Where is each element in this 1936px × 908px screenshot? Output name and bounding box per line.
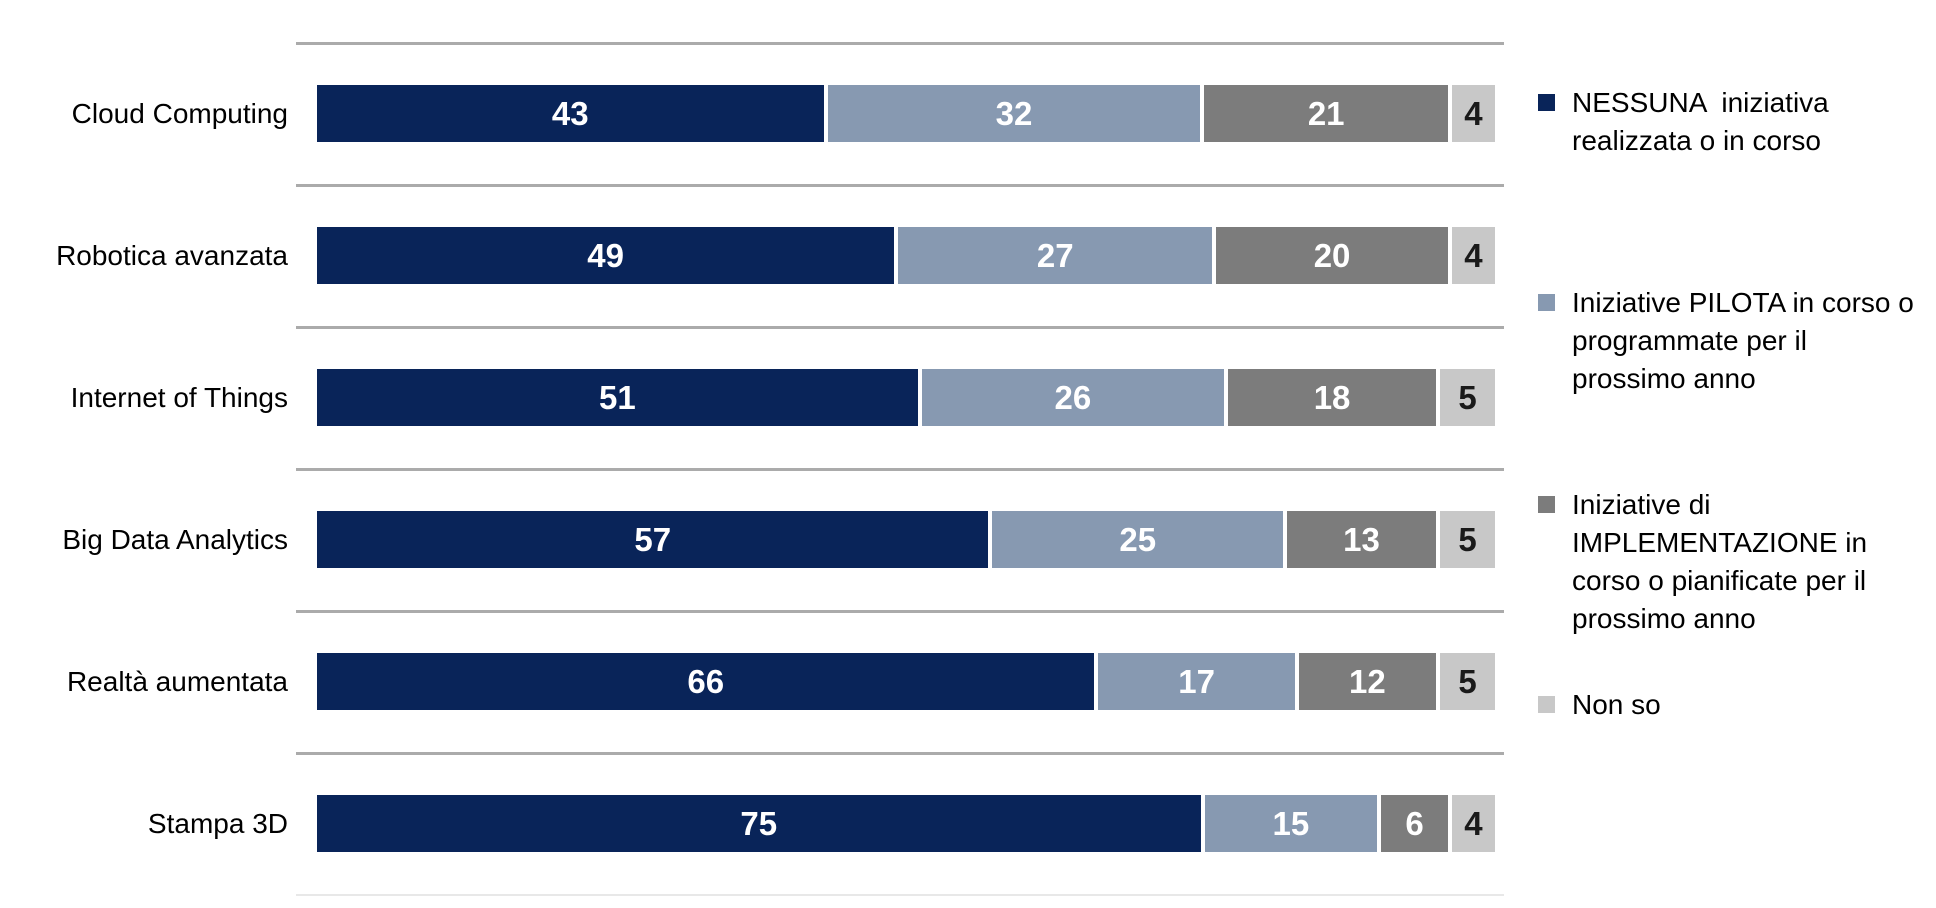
bar-segment: 26 [917, 369, 1225, 426]
bar-segment: 4 [1447, 227, 1495, 284]
stacked-bar: 66 17 12 5 [317, 653, 1495, 710]
bar-segment: 6 [1377, 795, 1448, 852]
gridline [296, 326, 1504, 329]
legend-label-line: corso o pianificate per il [1572, 565, 1867, 596]
segment-value-label: 57 [634, 521, 672, 558]
legend-label-line: NESSUNA iniziativa [1572, 87, 1829, 118]
chart-row: Big Data Analytics 57 25 13 5 [0, 511, 1936, 568]
legend-label-line: Iniziative PILOTA in corso o [1572, 287, 1914, 318]
category-label: Realtà aumentata [66, 666, 288, 697]
bar-segment: 5 [1436, 653, 1495, 710]
bar-segment: 5 [1436, 369, 1495, 426]
segment-value-label: 12 [1349, 663, 1386, 700]
bar-segment: 27 [894, 227, 1213, 284]
gridline [296, 184, 1504, 187]
bar-segment: 51 [317, 369, 918, 426]
segment-value-label: 6 [1405, 805, 1424, 842]
bar-segment: 4 [1447, 85, 1495, 142]
chart-row: Robotica avanzata 49 27 20 4 [0, 227, 1936, 284]
category-label: Cloud Computing [71, 98, 288, 129]
legend-label-line: Non so [1572, 689, 1661, 720]
legend-label-line: prossimo anno [1572, 603, 1756, 634]
bar-segment: 12 [1294, 653, 1437, 710]
legend-marker-icon [1538, 294, 1555, 311]
segment-value-label: 66 [687, 663, 725, 700]
bar-segment: 13 [1282, 511, 1437, 568]
bar-segment: 25 [988, 511, 1283, 568]
gridline [296, 42, 1504, 45]
bar-segment: 32 [823, 85, 1201, 142]
segment-value-label: 13 [1343, 521, 1380, 558]
segment-value-label: 18 [1313, 379, 1351, 416]
legend-label: Non so [1572, 686, 1936, 724]
legend-label-line: Iniziative di [1572, 489, 1711, 520]
bar-segment: 5 [1436, 511, 1495, 568]
legend-label-line: realizzata o in corso [1572, 125, 1822, 156]
bar-segment: 43 [317, 85, 824, 142]
segment-value-label: 4 [1464, 237, 1483, 274]
chart-row: Realtà aumentata 66 17 12 5 [0, 653, 1936, 710]
segment-value-label: 5 [1458, 663, 1477, 700]
legend-label: Iniziative PILOTA in corso o programmate … [1572, 284, 1936, 398]
chart-row: Cloud Computing 43 32 21 4 [0, 85, 1936, 142]
category-label: Internet of Things [70, 382, 288, 413]
bar-segment: 49 [317, 227, 895, 284]
bar-segment: 17 [1094, 653, 1295, 710]
bar-segment: 75 [317, 795, 1201, 852]
category-label: Stampa 3D [147, 808, 288, 839]
bar-segment: 18 [1224, 369, 1437, 426]
stacked-bar: 57 25 13 5 [317, 511, 1495, 568]
segment-value-label: 4 [1464, 805, 1483, 842]
stacked-bar: 51 26 18 5 [317, 369, 1495, 426]
legend-label-line: prossimo anno [1572, 363, 1756, 394]
legend-marker-icon [1538, 94, 1555, 111]
segment-value-label: 27 [1036, 237, 1074, 274]
segment-value-label: 26 [1054, 379, 1092, 416]
gridline [296, 752, 1504, 755]
legend-label-line: IMPLEMENTAZIONE in [1572, 527, 1868, 558]
segment-value-label: 5 [1458, 521, 1477, 558]
gridline [296, 468, 1504, 471]
segment-value-label: 43 [551, 95, 589, 132]
legend-label: Iniziative di IMPLEMENTAZIONE in corso o p… [1572, 486, 1936, 638]
bar-segment: 15 [1200, 795, 1378, 852]
segment-value-label: 49 [587, 237, 624, 274]
gridline [296, 610, 1504, 613]
gridline [296, 894, 1504, 896]
segment-value-label: 21 [1307, 95, 1345, 132]
stacked-bar: 49 27 20 4 [317, 227, 1495, 284]
category-label: Robotica avanzata [56, 240, 288, 271]
chart-row: Internet of Things 51 26 18 5 [0, 369, 1936, 426]
segment-value-label: 4 [1464, 95, 1483, 132]
segment-value-label: 51 [599, 379, 636, 416]
chart-legend: NESSUNA iniziativa realizzata o in corso I… [1538, 0, 1936, 908]
stacked-bar: 75 15 6 4 [317, 795, 1495, 852]
stacked-bar: 43 32 21 4 [317, 85, 1495, 142]
legend-label-line: programmate per il [1572, 325, 1807, 356]
chart-row: Stampa 3D 75 15 6 4 [0, 795, 1936, 852]
segment-value-label: 25 [1119, 521, 1157, 558]
bar-segment: 21 [1200, 85, 1448, 142]
legend-label: NESSUNA iniziativa realizzata o in corso [1572, 84, 1936, 160]
bar-segment: 57 [317, 511, 989, 568]
segment-value-label: 5 [1458, 379, 1477, 416]
legend-marker-icon [1538, 496, 1555, 513]
segment-value-label: 20 [1313, 237, 1351, 274]
legend-marker-icon [1538, 696, 1555, 713]
segment-value-label: 17 [1178, 663, 1215, 700]
bar-segment: 4 [1447, 795, 1495, 852]
category-label: Big Data Analytics [62, 524, 288, 555]
segment-value-label: 75 [740, 805, 778, 842]
segment-value-label: 32 [995, 95, 1033, 132]
segment-value-label: 15 [1272, 805, 1310, 842]
bar-segment: 20 [1212, 227, 1448, 284]
bar-segment: 66 [317, 653, 1095, 710]
